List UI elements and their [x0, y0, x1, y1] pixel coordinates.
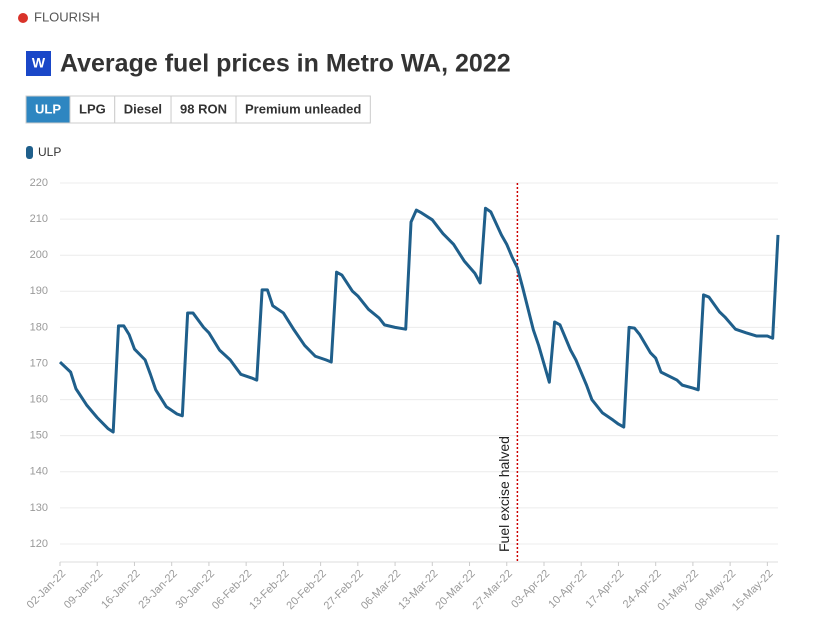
tab-bg	[235, 95, 371, 124]
chart-title: Average fuel prices in Metro WA, 2022	[60, 50, 511, 78]
tab-bg	[114, 95, 172, 124]
y-tick-label: 160	[30, 393, 48, 405]
tab-bar: ULP LPG Diesel 98 RON Premium unleaded	[25, 95, 371, 124]
x-tick-label: 02-Jan-22	[25, 568, 69, 612]
tab[interactable]: LPG	[69, 95, 116, 124]
tab-label: ULP	[35, 101, 61, 116]
tab[interactable]: Diesel	[114, 95, 172, 124]
tab[interactable]: ULP	[25, 95, 71, 124]
tab-bg	[25, 95, 71, 124]
y-tick-label: 220	[30, 177, 48, 189]
tab[interactable]: 98 RON	[170, 95, 237, 124]
y-tick-label: 130	[30, 502, 48, 514]
y-tick-label: 180	[30, 321, 48, 333]
y-tick-label: 140	[30, 466, 48, 478]
tab[interactable]: Premium unleaded	[235, 95, 371, 124]
x-tick-label: 15-May-22	[730, 568, 776, 614]
y-tick-label: 190	[30, 285, 48, 297]
x-tick-label: 27-Mar-22	[471, 568, 515, 612]
x-tick-label: 03-Apr-22	[509, 568, 552, 611]
x-tick-label: 09-Jan-22	[62, 568, 106, 612]
brand: FLOURISH	[18, 9, 100, 24]
tab-label: Premium unleaded	[245, 101, 361, 116]
tab-bg	[69, 95, 116, 124]
annotation-label: Fuel excise halved	[496, 436, 512, 552]
tab-label: LPG	[79, 101, 106, 116]
brand-logo	[18, 13, 28, 23]
x-tick-label: 23-Jan-22	[136, 568, 180, 612]
y-tick-label: 170	[30, 357, 48, 369]
tab-bg	[170, 95, 237, 124]
title-icon-glyph: W	[32, 55, 46, 71]
tab-label: Diesel	[124, 101, 162, 116]
y-tick-label: 200	[30, 249, 48, 261]
y-tick-label: 150	[30, 430, 48, 442]
data-line	[58, 206, 780, 434]
x-tick-label: 17-Apr-22	[584, 568, 627, 611]
y-tick-label: 120	[30, 538, 48, 550]
legend-swatch	[26, 146, 33, 159]
x-tick-label: 10-Apr-22	[546, 568, 589, 611]
legend-label: ULP	[38, 145, 61, 159]
y-tick-label: 210	[30, 213, 48, 225]
brand-name: FLOURISH	[34, 9, 100, 24]
x-tick-label: 16-Jan-22	[99, 568, 143, 612]
tab-label: 98 RON	[180, 101, 227, 116]
title-icon	[26, 51, 51, 76]
